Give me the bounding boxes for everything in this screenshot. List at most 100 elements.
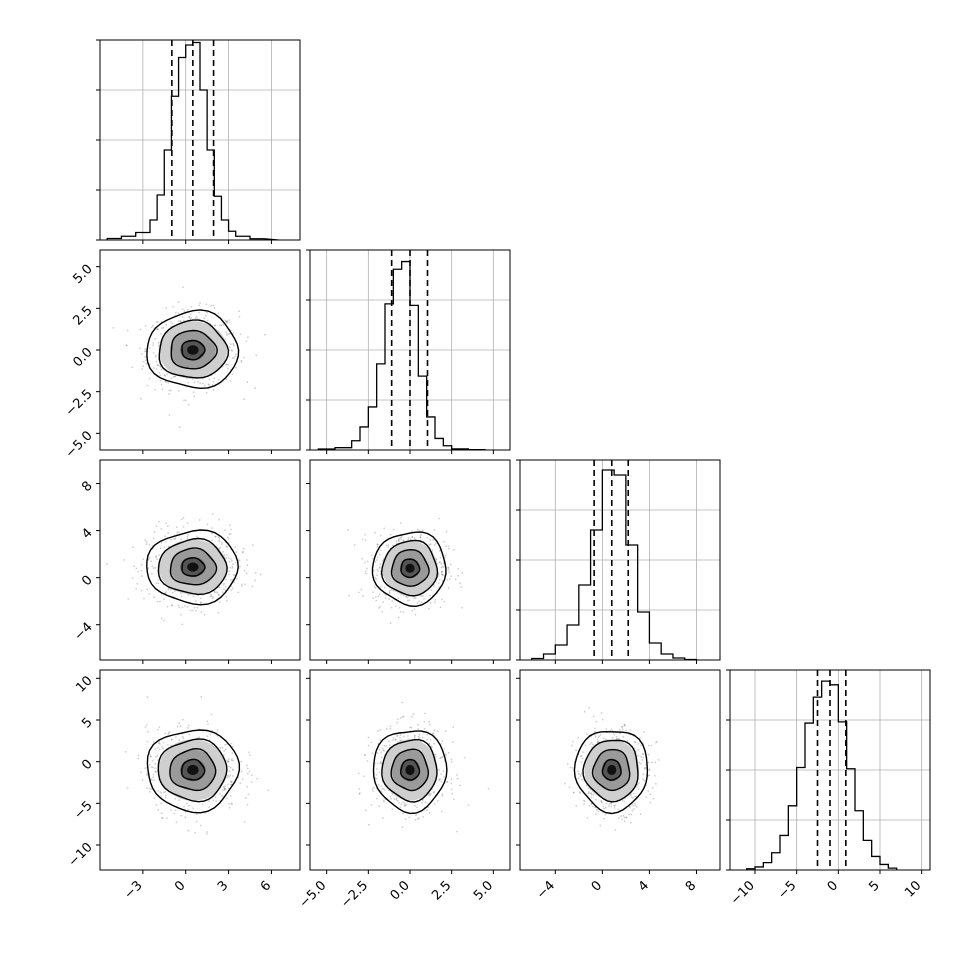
scatter-point [155,525,158,527]
scatter-point [454,578,457,581]
scatter-point [212,799,215,802]
scatter-point [461,606,463,609]
scatter-point [441,793,444,796]
scatter-point [393,798,396,801]
scatter-point [158,554,160,556]
scatter-point [588,805,591,807]
scatter-point [221,795,224,798]
scatter-point [231,350,233,352]
scatter-point [225,334,228,336]
scatter-point [229,774,232,776]
scatter-point [364,809,367,812]
scatter-point [380,785,383,787]
scatter-point [635,786,638,788]
scatter-point [418,733,421,736]
scatter-point [433,729,436,732]
scatter-point [441,794,444,797]
scatter-point [167,744,169,746]
scatter-point [240,359,243,362]
scatter-point [242,547,245,550]
scatter-point [621,728,624,731]
scatter-point [148,753,151,756]
scatter-point [579,755,582,758]
scatter-point [370,804,373,806]
scatter-point [228,573,231,576]
scatter-point [402,594,405,597]
scatter-point [600,799,603,802]
scatter-point [144,539,147,542]
scatter-point [150,560,153,563]
scatter-point [414,805,416,807]
scatter-point [239,565,241,568]
scatter-point [657,758,660,761]
scatter-panel-1-0: −5.0 −2.5 0.0 2.5 5.0 [63,249,301,461]
scatter-point [182,516,185,519]
scatter-point [642,753,645,755]
scatter-point [637,754,639,757]
scatter-point [215,591,218,593]
density-shade-3 [607,764,617,776]
scatter-point [358,788,361,790]
scatter-point [222,323,225,326]
scatter-point [432,539,434,541]
scatter-point [171,322,174,325]
scatter-point [402,539,405,542]
scatter-point [390,589,393,591]
scatter-point [178,390,180,392]
scatter-point [231,775,234,777]
scatter-point [221,591,224,594]
scatter-point [459,784,461,787]
scatter-point [149,790,151,793]
contour-1 [390,548,430,587]
scatter-point [240,361,243,363]
scatter-point [614,804,617,807]
scatter-point [443,748,446,750]
scatter-point [200,601,203,604]
scatter-point [226,536,229,539]
scatter-point [143,597,145,600]
scatter-point [155,368,158,370]
scatter-point [411,530,413,532]
scatter-point [186,802,188,805]
scatter-point [429,539,432,541]
histogram-1 [317,260,486,450]
scatter-point [228,570,231,573]
scatter-point [388,592,391,595]
scatter-point [203,317,206,320]
scatter-point [582,751,584,753]
scatter-point [348,594,351,597]
scatter-point [637,743,640,745]
scatter-point [376,568,379,571]
scatter-point [162,741,165,744]
scatter-point [127,598,130,600]
scatter-point [148,788,151,790]
scatter-point [137,757,140,760]
y-tick-label: 0.0 [70,345,95,370]
scatter-point [421,802,424,804]
scatter-point [634,802,636,805]
scatter-point [227,760,229,763]
scatter-point [230,759,233,762]
x-tick-label: 0 [172,878,188,894]
scatter-point [141,368,144,370]
x-tick-label: 6 [258,878,274,894]
contour-3 [372,730,448,815]
scatter-point [402,715,405,718]
scatter-point [626,740,629,742]
scatter-point [376,556,379,559]
scatter-point [246,785,249,788]
scatter-point [231,752,234,755]
scatter-point [164,794,167,797]
scatter-point [154,356,157,358]
scatter-point [155,556,157,558]
scatter-point [453,798,455,801]
scatter-point [364,570,367,573]
scatter-point [437,574,440,577]
scatter-point [198,519,201,521]
scatter-point [603,817,605,820]
scatter-point [214,324,217,326]
scatter-point [398,540,401,543]
scatter-point [228,533,231,536]
scatter-point [162,747,165,750]
scatter-point [210,594,213,596]
